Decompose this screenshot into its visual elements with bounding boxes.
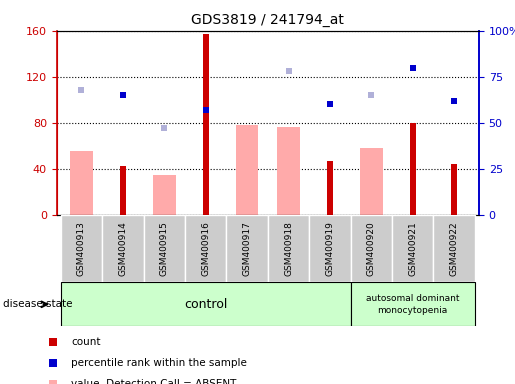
Text: GSM400915: GSM400915 [160, 221, 169, 276]
Text: value, Detection Call = ABSENT: value, Detection Call = ABSENT [71, 379, 237, 384]
Text: GSM400917: GSM400917 [243, 221, 252, 276]
Bar [61, 215, 102, 282]
Text: autosomal dominant
monocytopenia: autosomal dominant monocytopenia [366, 294, 459, 315]
Bar [153, 175, 176, 215]
Bar [309, 215, 351, 282]
Bar [392, 215, 434, 282]
Bar [102, 215, 144, 282]
Bar [409, 123, 416, 215]
Bar [451, 164, 457, 215]
Bar [70, 151, 93, 215]
Text: GSM400914: GSM400914 [118, 221, 127, 276]
Bar [268, 215, 309, 282]
Text: percentile rank within the sample: percentile rank within the sample [71, 358, 247, 368]
Bar [277, 127, 300, 215]
Text: GSM400918: GSM400918 [284, 221, 293, 276]
Bar [327, 161, 333, 215]
Bar [202, 34, 209, 215]
Text: GSM400920: GSM400920 [367, 221, 376, 276]
Text: GSM400922: GSM400922 [450, 221, 459, 276]
Bar [351, 282, 475, 326]
Bar [185, 215, 227, 282]
Text: GSM400921: GSM400921 [408, 221, 417, 276]
Bar [227, 215, 268, 282]
Text: control: control [184, 298, 228, 311]
Text: GSM400916: GSM400916 [201, 221, 210, 276]
Title: GDS3819 / 241794_at: GDS3819 / 241794_at [192, 13, 344, 27]
Bar [120, 166, 126, 215]
Bar [236, 125, 259, 215]
Text: GSM400919: GSM400919 [325, 221, 334, 276]
Text: count: count [71, 337, 101, 347]
Bar [434, 215, 475, 282]
Text: disease state: disease state [3, 299, 72, 310]
Bar [360, 148, 383, 215]
Bar [351, 215, 392, 282]
Bar [144, 215, 185, 282]
Bar [61, 282, 351, 326]
Text: GSM400913: GSM400913 [77, 221, 86, 276]
